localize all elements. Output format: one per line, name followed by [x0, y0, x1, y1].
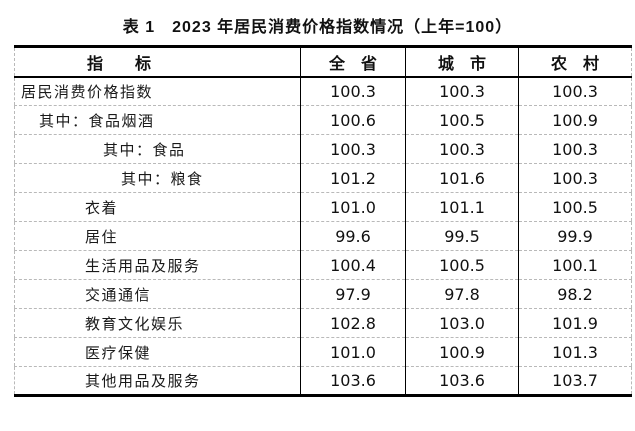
value-cell: 100.9	[518, 105, 632, 135]
table-row: 医疗保健 101.0 100.9 101.3	[14, 337, 632, 367]
value-cell: 101.2	[300, 163, 406, 193]
value-cell: 100.3	[518, 134, 632, 164]
value-cell: 102.8	[300, 308, 406, 338]
value-cell: 100.5	[518, 192, 632, 222]
value-cell: 100.9	[405, 337, 519, 367]
value-cell: 103.6	[405, 366, 519, 396]
value-cell: 101.6	[405, 163, 519, 193]
header-row: 指 标 全 省 城 市 农 村	[14, 46, 632, 78]
value-cell: 100.3	[518, 163, 632, 193]
row-label: 衣着	[14, 192, 301, 222]
value-cell: 98.2	[518, 279, 632, 309]
value-cell: 100.3	[405, 76, 519, 106]
value-cell: 100.3	[518, 76, 632, 106]
value-cell: 101.0	[300, 337, 406, 367]
value-cell: 99.9	[518, 221, 632, 251]
row-label: 其中：食品烟酒	[14, 105, 301, 135]
value-cell: 99.6	[300, 221, 406, 251]
table-row: 教育文化娱乐 102.8 103.0 101.9	[14, 308, 632, 338]
header-province: 全 省	[300, 46, 406, 78]
value-cell: 103.0	[405, 308, 519, 338]
value-cell: 97.8	[405, 279, 519, 309]
table-row: 衣着 101.0 101.1 100.5	[14, 192, 632, 222]
value-cell: 103.7	[518, 366, 632, 396]
row-label: 其中：食品	[14, 134, 301, 164]
value-cell: 100.3	[300, 76, 406, 106]
table-row: 其中：粮食 101.2 101.6 100.3	[14, 163, 632, 193]
value-cell: 100.5	[405, 105, 519, 135]
value-cell: 100.4	[300, 250, 406, 280]
value-cell: 101.0	[300, 192, 406, 222]
cpi-table: 指 标 全 省 城 市 农 村 居民消费价格指数 100.3 100.3 100.3 其…	[14, 45, 632, 397]
table-row: 居民消费价格指数 100.3 100.3 100.3	[15, 76, 632, 106]
header-rural: 农 村	[518, 46, 632, 78]
row-label: 教育文化娱乐	[14, 308, 301, 338]
value-cell: 97.9	[300, 279, 406, 309]
table-row: 交通通信 97.9 97.8 98.2	[14, 279, 632, 309]
value-cell: 100.6	[300, 105, 406, 135]
row-label: 其中：粮食	[14, 163, 301, 193]
table-body: 居民消费价格指数 100.3 100.3 100.3 其中：食品烟酒 100.6 100.5…	[14, 76, 632, 396]
row-label: 其他用品及服务	[14, 366, 301, 396]
value-cell: 100.1	[518, 250, 632, 280]
table-row: 生活用品及服务 100.4 100.5 100.1	[14, 250, 632, 280]
table-row: 居住 99.6 99.5 99.9	[14, 221, 632, 251]
value-cell: 101.9	[518, 308, 632, 338]
value-cell: 100.3	[300, 134, 406, 164]
row-label: 居住	[14, 221, 301, 251]
row-label: 居民消费价格指数	[21, 84, 154, 101]
value-cell: 100.5	[405, 250, 519, 280]
value-cell: 99.5	[405, 221, 519, 251]
value-cell: 101.1	[405, 192, 519, 222]
value-cell: 100.3	[405, 134, 519, 164]
row-label: 医疗保健	[14, 337, 301, 367]
row-label: 交通通信	[14, 279, 301, 309]
row-label: 生活用品及服务	[14, 250, 301, 280]
value-cell: 103.6	[300, 366, 406, 396]
header-indicator: 指 标	[14, 46, 301, 78]
table-row: 其中：食品烟酒 100.6 100.5 100.9	[14, 105, 632, 135]
table-title: 表 1 2023 年居民消费价格指数情况（上年=100）	[122, 19, 513, 36]
table-row: 其中：食品 100.3 100.3 100.3	[14, 134, 632, 164]
header-city: 城 市	[405, 46, 519, 78]
value-cell: 101.3	[518, 337, 632, 367]
table-row: 其他用品及服务 103.6 103.6 103.7	[14, 366, 632, 396]
